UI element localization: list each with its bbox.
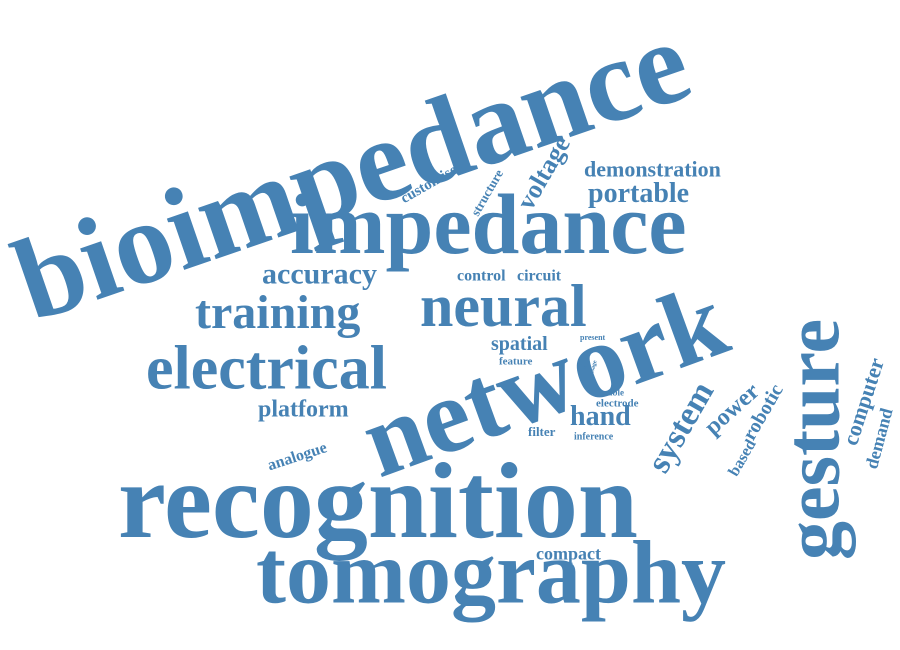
word-portable: portable — [588, 178, 690, 210]
word-accuracy: accuracy — [262, 257, 377, 291]
word-live: live — [579, 363, 590, 372]
word-tomography: tomography — [256, 523, 726, 623]
word-impedance: impedance — [290, 175, 687, 272]
word-demonstration: demonstration — [584, 156, 721, 182]
word-neural: neural — [420, 273, 587, 339]
word-control: control — [457, 267, 506, 285]
word-inference: inference — [574, 431, 614, 443]
word-electrode: electrode — [596, 397, 639, 410]
word-training: training — [195, 286, 361, 340]
word-filter: filter — [528, 423, 556, 439]
word-circuit: circuit — [517, 267, 562, 285]
word-based: based — [725, 436, 760, 480]
word-recognition: recognition — [118, 442, 638, 562]
word-electrical: electrical — [146, 334, 387, 403]
word-flexible: flexible — [596, 387, 624, 398]
word-compact: compact — [536, 543, 601, 564]
word-platform: platform — [258, 396, 349, 423]
word-present: present — [580, 333, 606, 343]
word-feature: feature — [499, 355, 533, 368]
word-hand: hand — [570, 401, 631, 433]
word-spatial: spatial — [491, 333, 548, 355]
